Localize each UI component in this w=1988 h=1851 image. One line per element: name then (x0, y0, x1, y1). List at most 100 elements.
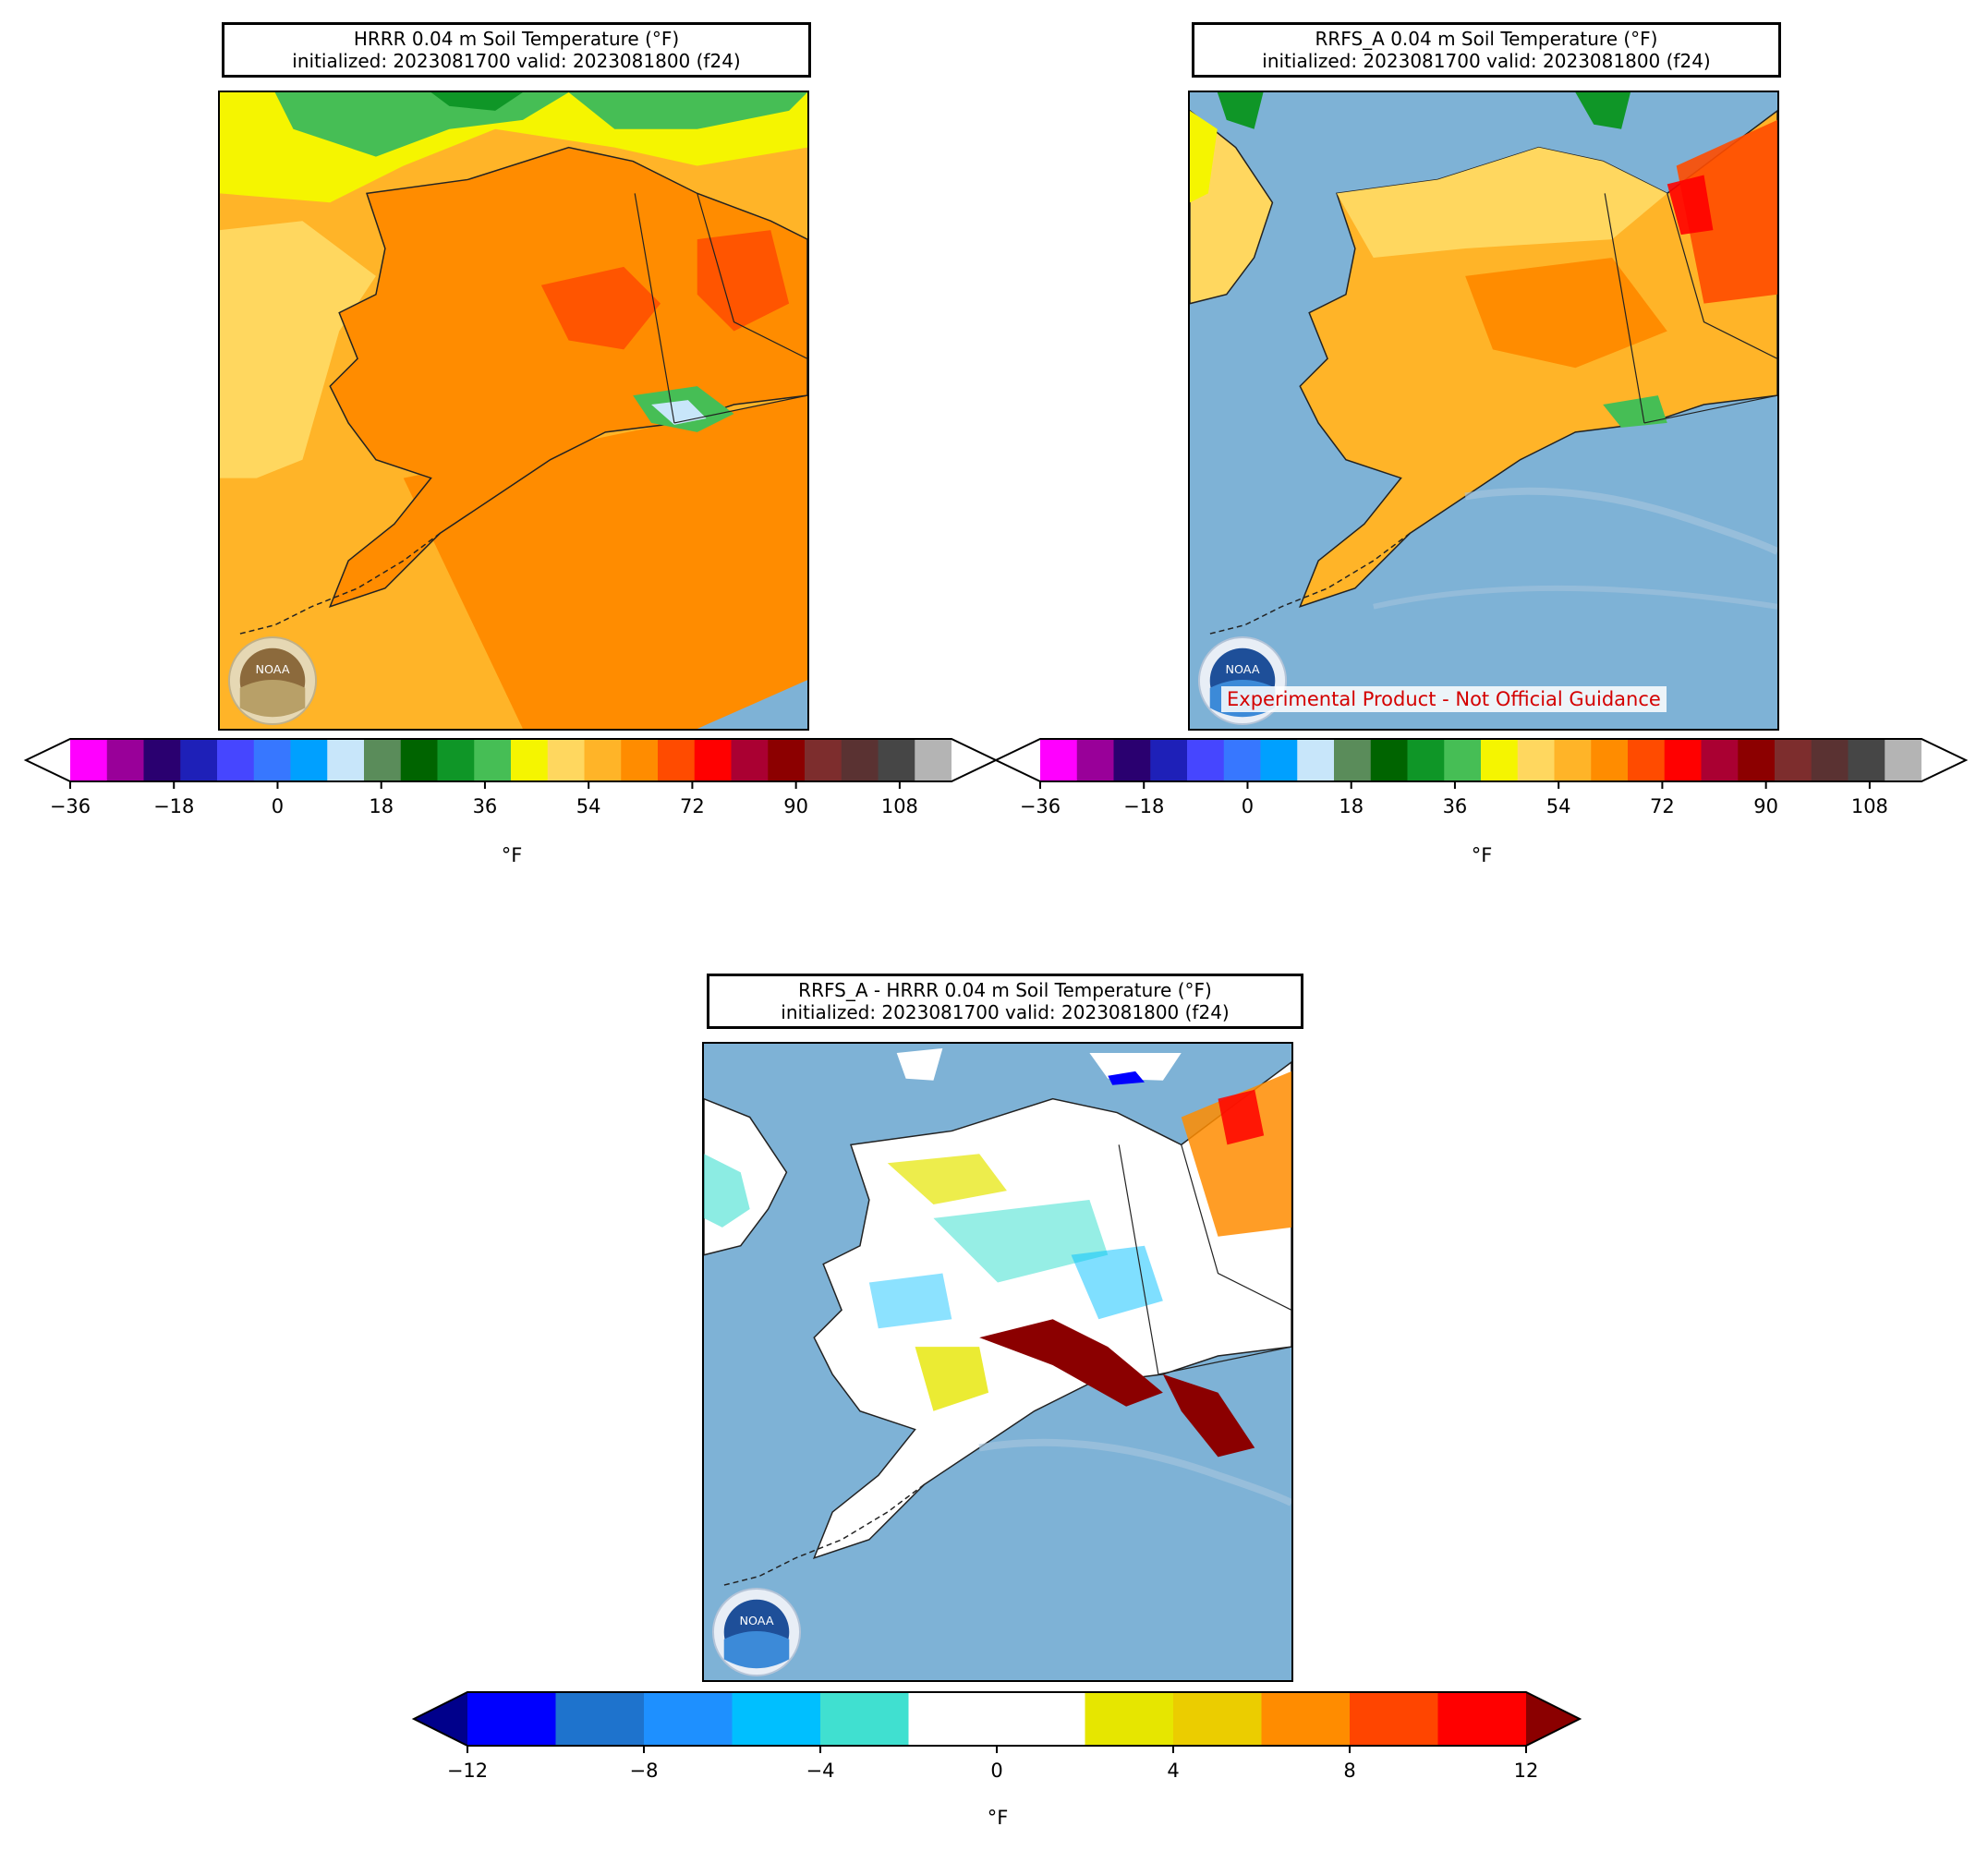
noaa-logo-icon: NOAA (711, 1587, 802, 1677)
colorbar-extend-min (414, 1692, 467, 1746)
colorbar-segment (474, 739, 512, 781)
colorbar-extend-max (1921, 739, 1966, 781)
hrrr-colorbar-units: °F (501, 844, 523, 866)
colorbar-segment (731, 739, 769, 781)
rrfs-map-graphic (1190, 92, 1777, 729)
colorbar-extend-max (1526, 1692, 1580, 1746)
colorbar-segment (253, 739, 291, 781)
colorbar-segment (106, 739, 144, 781)
noaa-logo-icon: NOAA (227, 635, 318, 726)
colorbar-segment (768, 739, 806, 781)
hrrr-title-line1: HRRR 0.04 m Soil Temperature (°F) (353, 28, 680, 50)
colorbar-segment (908, 1692, 998, 1746)
svg-text:NOAA: NOAA (739, 1615, 773, 1628)
diff-panel-title: RRFS_A - HRRR 0.04 m Soil Temperature (°… (707, 974, 1303, 1029)
colorbar-segment (1297, 739, 1335, 781)
colorbar-segment (1738, 739, 1776, 781)
colorbar-segment (1701, 739, 1739, 781)
colorbar-segment (997, 1692, 1085, 1746)
colorbar-tick-label: 36 (1443, 795, 1468, 817)
colorbar-tick-label: 0 (272, 795, 284, 817)
colorbar-segment (217, 739, 255, 781)
colorbar-segment (915, 739, 952, 781)
colorbar-segment (1437, 1692, 1527, 1746)
rrfs-title-line1: RRFS_A 0.04 m Soil Temperature (°F) (1315, 28, 1658, 50)
colorbar-segment (1481, 739, 1519, 781)
colorbar-segment (732, 1692, 821, 1746)
colorbar-tick-label: 0 (1242, 795, 1254, 817)
colorbar-segment (820, 1692, 909, 1746)
hrrr-map-graphic (220, 92, 807, 729)
colorbar-segment (70, 739, 108, 781)
colorbar-tick-label: 72 (680, 795, 705, 817)
colorbar-tick-label: 108 (881, 795, 918, 817)
colorbar-segment (878, 739, 915, 781)
colorbar-extend-min (996, 739, 1040, 781)
colorbar-segment (1260, 739, 1298, 781)
colorbar-segment (180, 739, 218, 781)
colorbar-tick-label: 90 (783, 795, 808, 817)
colorbar-tick-label: 0 (990, 1760, 1002, 1782)
colorbar-tick-label: −12 (447, 1760, 488, 1782)
colorbar-segment (547, 739, 585, 781)
svg-text:NOAA: NOAA (1225, 663, 1259, 677)
colorbar-segment (1085, 1692, 1174, 1746)
colorbar-extend-max (952, 739, 996, 781)
colorbar-tick-label: 54 (1546, 795, 1571, 817)
colorbar-segment (1040, 739, 1078, 781)
hrrr-colorbar: −36 −18 0 18 36 54 72 90 108 (23, 737, 1042, 817)
colorbar-segment (1664, 739, 1702, 781)
colorbar-segment (364, 739, 402, 781)
diff-colorbar: −12 −8 −4 0 4 8 12 (411, 1690, 1615, 1786)
colorbar-tick-label: 8 (1343, 1760, 1355, 1782)
colorbar-segment (437, 739, 475, 781)
colorbar-segment (1223, 739, 1261, 781)
colorbar-extend-min (26, 739, 70, 781)
colorbar-segment (1885, 739, 1922, 781)
colorbar-segment (1628, 739, 1666, 781)
rrfs-panel-title: RRFS_A 0.04 m Soil Temperature (°F) init… (1192, 22, 1781, 78)
colorbar-segment (1775, 739, 1812, 781)
colorbar-tick-label: 12 (1514, 1760, 1539, 1782)
colorbar-segment (290, 739, 328, 781)
colorbar-segment (1187, 739, 1225, 781)
colorbar-tick-label: 18 (369, 795, 394, 817)
colorbar-segment (1811, 739, 1849, 781)
diff-map-graphic (704, 1044, 1291, 1680)
colorbar-segment (1554, 739, 1592, 781)
colorbar-tick-label: 54 (576, 795, 601, 817)
colorbar-segment (1150, 739, 1188, 781)
colorbar-tick-label: −8 (630, 1760, 659, 1782)
noaa-logo-icon: NOAA (1197, 635, 1288, 726)
colorbar-tick-label: −4 (806, 1760, 835, 1782)
colorbar-segment (143, 739, 181, 781)
colorbar-tick-label: 90 (1753, 795, 1778, 817)
colorbar-segment (1848, 739, 1885, 781)
colorbar-segment (658, 739, 696, 781)
colorbar-tick-label: −18 (1123, 795, 1164, 817)
rrfs-map: NOAA Experimental Product - Not Official… (1188, 91, 1779, 731)
rrfs-colorbar: −36 −18 0 18 36 54 72 90 108 (993, 737, 1988, 817)
diff-colorbar-units: °F (987, 1807, 1009, 1829)
diff-map: NOAA (702, 1042, 1293, 1682)
colorbar-segment (1350, 1692, 1438, 1746)
colorbar-tick-label: 108 (1851, 795, 1888, 817)
colorbar-tick-label: −36 (1020, 795, 1061, 817)
colorbar-segment (805, 739, 842, 781)
colorbar-segment (400, 739, 438, 781)
colorbar-segment (467, 1692, 556, 1746)
colorbar-segment (1334, 739, 1372, 781)
diff-title-line2: initialized: 2023081700 valid: 202308180… (781, 1001, 1230, 1023)
colorbar-segment (1173, 1692, 1262, 1746)
hrrr-title-line2: initialized: 2023081700 valid: 202308180… (292, 50, 741, 72)
colorbar-segment (1407, 739, 1445, 781)
colorbar-tick-label: 4 (1167, 1760, 1179, 1782)
colorbar-segment (584, 739, 622, 781)
colorbar-tick-label: −36 (50, 795, 91, 817)
colorbar-segment (1261, 1692, 1351, 1746)
colorbar-tick-label: 18 (1339, 795, 1364, 817)
colorbar-segment (1113, 739, 1151, 781)
colorbar-segment (1591, 739, 1629, 781)
rrfs-title-line2: initialized: 2023081700 valid: 202308180… (1262, 50, 1711, 72)
diff-title-line1: RRFS_A - HRRR 0.04 m Soil Temperature (°… (798, 979, 1212, 1001)
